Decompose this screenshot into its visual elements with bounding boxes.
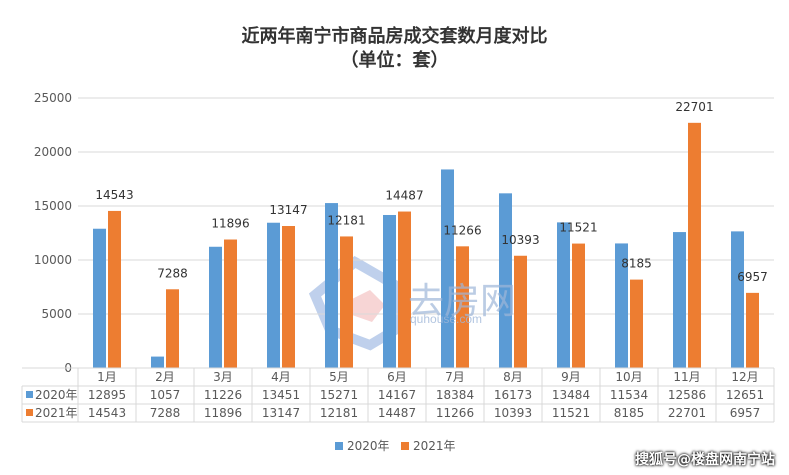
table-cell: 13484: [552, 388, 590, 402]
data-label: 14487: [385, 189, 423, 203]
bar-2021: [166, 289, 179, 368]
table-cell: 7288: [150, 406, 181, 420]
bar-2020: [557, 222, 570, 368]
data-label: 11521: [559, 221, 597, 235]
table-cell: 12586: [668, 388, 706, 402]
bar-2020: [93, 228, 106, 368]
bar-2020: [615, 243, 628, 368]
bar-2021: [108, 210, 121, 368]
x-tick-label: 4月: [271, 370, 291, 384]
table-cell: 15271: [320, 388, 358, 402]
table-cell: 11266: [436, 406, 474, 420]
table-series-name: 2021年: [35, 406, 78, 420]
table-cell: 12651: [726, 388, 764, 402]
x-tick-label: 5月: [329, 370, 349, 384]
x-tick-label: 1月: [97, 370, 117, 384]
table-series-key: [26, 391, 33, 398]
table-cell: 12181: [320, 406, 358, 420]
source-watermark: 搜狐号@楼盘网南宁站: [635, 452, 775, 468]
bar-2020: [267, 222, 280, 368]
table-cell: 22701: [668, 406, 706, 420]
y-tick-label: 25000: [34, 91, 72, 105]
table-cell: 6957: [730, 406, 761, 420]
legend-swatch: [335, 442, 343, 450]
data-label: 13147: [269, 203, 307, 217]
chart-title: 近两年南宁市商品房成交套数月度对比: [241, 26, 548, 47]
data-label: 8185: [621, 257, 652, 271]
bar-2021: [572, 243, 585, 368]
data-label: 6957: [737, 270, 768, 284]
chart-unit-subtitle: （单位：套）: [340, 50, 449, 71]
x-tick-label: 2月: [155, 370, 175, 384]
legend-label: 2021年: [413, 439, 456, 453]
data-label: 22701: [675, 100, 713, 114]
table-cell: 14487: [378, 406, 416, 420]
x-tick-label: 11月: [673, 370, 700, 384]
legend-swatch: [401, 442, 409, 450]
data-label: 11896: [211, 217, 249, 231]
bar-2021: [514, 255, 527, 368]
bar-2021: [456, 246, 469, 368]
y-tick-label: 15000: [34, 199, 72, 213]
y-tick-label: 10000: [34, 253, 72, 267]
table-series-name: 2020年: [35, 388, 78, 402]
x-tick-label: 10月: [615, 370, 642, 384]
x-tick-label: 7月: [445, 370, 465, 384]
bar-2020: [151, 356, 164, 368]
table-cell: 11226: [204, 388, 242, 402]
url-watermark: quhouse.com: [410, 312, 483, 326]
data-label: 7288: [157, 266, 188, 280]
data-label: 11266: [443, 223, 481, 237]
x-tick-label: 9月: [561, 370, 581, 384]
bar-2021: [688, 122, 701, 369]
bar-2020: [209, 246, 222, 368]
bar-2021: [630, 279, 643, 368]
bar-2021: [340, 236, 353, 368]
data-label: 10393: [501, 233, 539, 247]
table-cell: 13147: [262, 406, 300, 420]
x-tick-label: 3月: [213, 370, 233, 384]
table-series-key: [26, 409, 33, 416]
table-cell: 14543: [88, 406, 126, 420]
table-cell: 11896: [204, 406, 242, 420]
bar-2020: [325, 203, 338, 368]
table-cell: 14167: [378, 388, 416, 402]
table-cell: 12895: [88, 388, 126, 402]
bar-2021: [224, 239, 237, 368]
data-label: 12181: [327, 213, 365, 227]
y-tick-label: 5000: [41, 307, 72, 321]
x-tick-label: 12月: [731, 370, 758, 384]
table-cell: 13451: [262, 388, 300, 402]
bar-2020: [499, 193, 512, 368]
legend-label: 2020年: [347, 439, 390, 453]
table-cell: 10393: [494, 406, 532, 420]
bar-2021: [282, 226, 295, 368]
bar-2020: [441, 169, 454, 368]
table-cell: 11521: [552, 406, 590, 420]
table-cell: 1057: [150, 388, 181, 402]
y-tick-label: 20000: [34, 145, 72, 159]
bar-2020: [383, 214, 396, 368]
bar-2021: [746, 292, 759, 368]
table-cell: 16173: [494, 388, 532, 402]
brand-watermark: 去房网: [408, 281, 517, 322]
bar-2020: [731, 231, 744, 368]
data-label: 14543: [95, 188, 133, 202]
table-cell: 18384: [436, 388, 474, 402]
bar-2020: [673, 232, 686, 368]
bar-2021: [398, 211, 411, 368]
table-cell: 11534: [610, 388, 648, 402]
x-tick-label: 8月: [503, 370, 523, 384]
table-cell: 8185: [614, 406, 645, 420]
x-tick-label: 6月: [387, 370, 407, 384]
